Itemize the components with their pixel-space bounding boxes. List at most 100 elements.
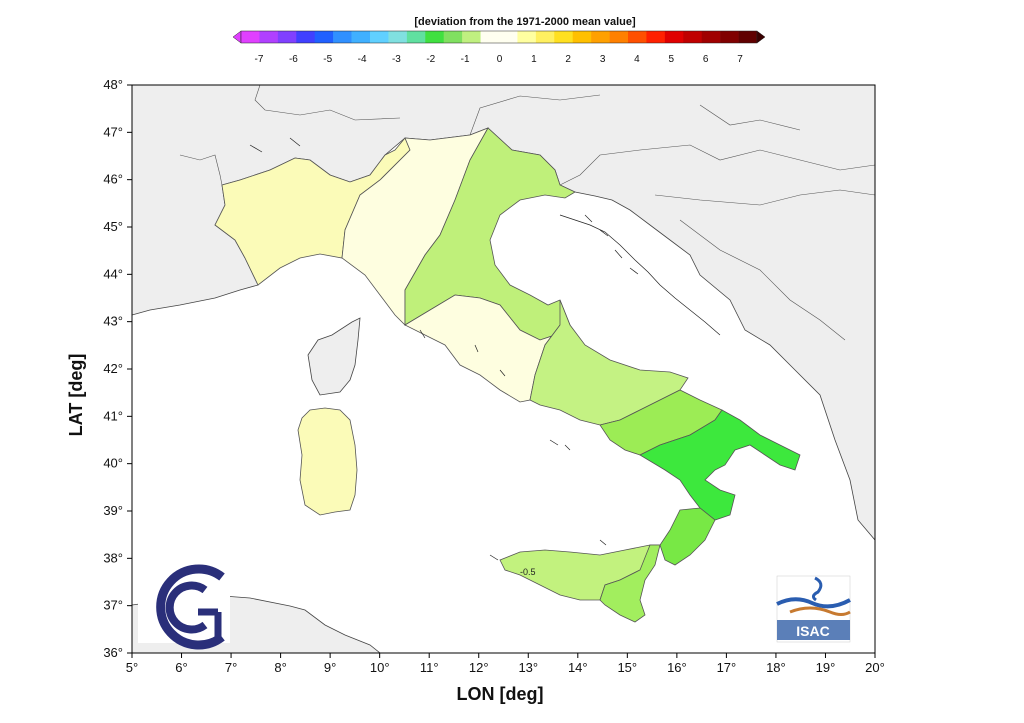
colorbar-tick-label: -1	[461, 54, 470, 65]
colorbar-low-arrow	[232, 30, 242, 44]
colorbar-tick-label: 5	[669, 54, 675, 65]
colorbar-tick-label: 3	[600, 54, 606, 65]
colorbar-tick-label: -4	[358, 54, 367, 65]
colorbar-high-arrow	[756, 30, 766, 44]
colorbar-tick-label: 7	[737, 54, 743, 65]
colorbar-tick-label: -3	[392, 54, 401, 65]
colorbar-cell	[591, 31, 610, 43]
colorbar-cell	[462, 31, 481, 43]
lat-tick-label: 47°	[103, 124, 123, 139]
colorbar-tick-label: -2	[426, 54, 435, 65]
lat-tick-label: 39°	[103, 503, 123, 518]
cnr-logo-bar	[198, 608, 222, 640]
lat-axis-title: LAT [deg]	[66, 354, 86, 437]
colorbar-cell	[333, 31, 352, 43]
lon-tick-label: 9°	[324, 660, 336, 675]
lat-tick-label: 42°	[103, 361, 123, 376]
lat-tick-label: 40°	[103, 456, 123, 471]
colorbar-cell	[664, 31, 684, 43]
lat-tick-label: 48°	[103, 77, 123, 92]
colorbar-cell	[701, 31, 721, 43]
cnr-logo-arc-mid	[165, 581, 208, 634]
lon-tick-label: 20°	[865, 660, 885, 675]
colorbar-cell	[406, 31, 426, 43]
lon-axis-title: LON [deg]	[457, 684, 544, 704]
lat-tick-label: 41°	[103, 408, 123, 423]
colorbar-cell	[572, 31, 592, 43]
colorbar-tick-label: 0	[497, 54, 503, 65]
lon-tick-label: 17°	[717, 660, 737, 675]
colorbar-cell	[738, 31, 758, 43]
isac-logo: ISAC	[776, 575, 851, 643]
isac-text-bg	[777, 620, 850, 640]
colorbar-cell	[683, 31, 703, 43]
colorbar-tick-label: 1	[531, 54, 537, 65]
lon-tick-label: 19°	[816, 660, 836, 675]
region-calabria	[659, 507, 716, 566]
colorbar-cell	[628, 31, 647, 43]
colorbar-cells	[240, 30, 758, 44]
corsica	[307, 317, 361, 396]
lon-tick-label: 14°	[568, 660, 588, 675]
region-sicily-east	[599, 544, 661, 623]
isac-logo-text: ISAC	[796, 623, 829, 639]
lat-tick-label: 38°	[103, 550, 123, 565]
lon-axis: 5° 6° 7° 8° 9° 10° 11° 12° 13° 14° 15° 16° 17° 18° 19°…	[126, 653, 885, 675]
colorbar-cell	[370, 31, 389, 43]
colorbar-cell	[277, 31, 297, 43]
colorbar-cell	[259, 31, 279, 43]
colorbar-tick-label: -5	[323, 54, 332, 65]
colorbar-cell	[351, 31, 371, 43]
colorbar-cell	[554, 31, 574, 43]
colorbar-tick-label: -6	[289, 54, 298, 65]
lon-tick-label: 8°	[274, 660, 286, 675]
contour-label: -0.5	[520, 567, 536, 577]
lon-tick-label: 16°	[667, 660, 687, 675]
borders	[179, 84, 876, 341]
colorbar: [deviation from the 1971-2000 mean value…	[232, 16, 766, 65]
colorbar-cell	[443, 31, 463, 43]
lat-tick-label: 43°	[103, 314, 123, 329]
colorbar-cell	[296, 31, 316, 43]
cnr-logo-arc-outer	[156, 564, 225, 650]
coastline-detail	[249, 137, 721, 561]
lon-tick-label: 5°	[126, 660, 138, 675]
italy-anomaly	[214, 127, 801, 623]
colorbar-cell	[241, 31, 260, 43]
lon-tick-label: 12°	[469, 660, 489, 675]
lon-tick-label: 13°	[518, 660, 538, 675]
colorbar-cell	[646, 31, 666, 43]
colorbar-cell	[314, 31, 334, 43]
colorbar-title: [deviation from the 1971-2000 mean value…	[414, 16, 636, 28]
lat-tick-label: 44°	[103, 266, 123, 281]
colorbar-cell	[480, 31, 500, 43]
colorbar-cell	[425, 31, 445, 43]
isac-wave-orange	[789, 606, 851, 616]
lon-tick-label: 6°	[175, 660, 187, 675]
isac-wave-blue	[776, 597, 851, 609]
cnr-logo	[138, 563, 230, 650]
lon-tick-label: 10°	[370, 660, 390, 675]
colorbar-ticks: -7 -6 -5 -4 -3 -2 -1 0 1 2 3 4 5 6 7	[255, 54, 744, 65]
lat-tick-label: 45°	[103, 219, 123, 234]
colorbar-cell	[720, 31, 739, 43]
lat-tick-label: 36°	[103, 645, 123, 660]
colorbar-cell	[535, 31, 555, 43]
colorbar-tick-label: 6	[703, 54, 709, 65]
colorbar-tick-label: 4	[634, 54, 640, 65]
colorbar-cell	[388, 31, 408, 43]
colorbar-cell	[609, 31, 629, 43]
lon-tick-label: 11°	[420, 660, 439, 675]
region-sardinia	[297, 407, 358, 516]
lon-tick-label: 18°	[766, 660, 786, 675]
lat-axis: 48° 47° 46° 45° 44° 43° 42° 41° 40° 39° 38° 37° 36°	[103, 77, 132, 660]
lat-tick-label: 37°	[103, 598, 123, 613]
colorbar-tick-label: 2	[565, 54, 571, 65]
map-frame: -0.5	[131, 84, 876, 654]
colorbar-cell	[517, 31, 537, 43]
colorbar-cell	[499, 31, 518, 43]
lat-tick-label: 46°	[103, 172, 123, 187]
lon-tick-label: 7°	[225, 660, 237, 675]
lon-tick-label: 15°	[617, 660, 637, 675]
